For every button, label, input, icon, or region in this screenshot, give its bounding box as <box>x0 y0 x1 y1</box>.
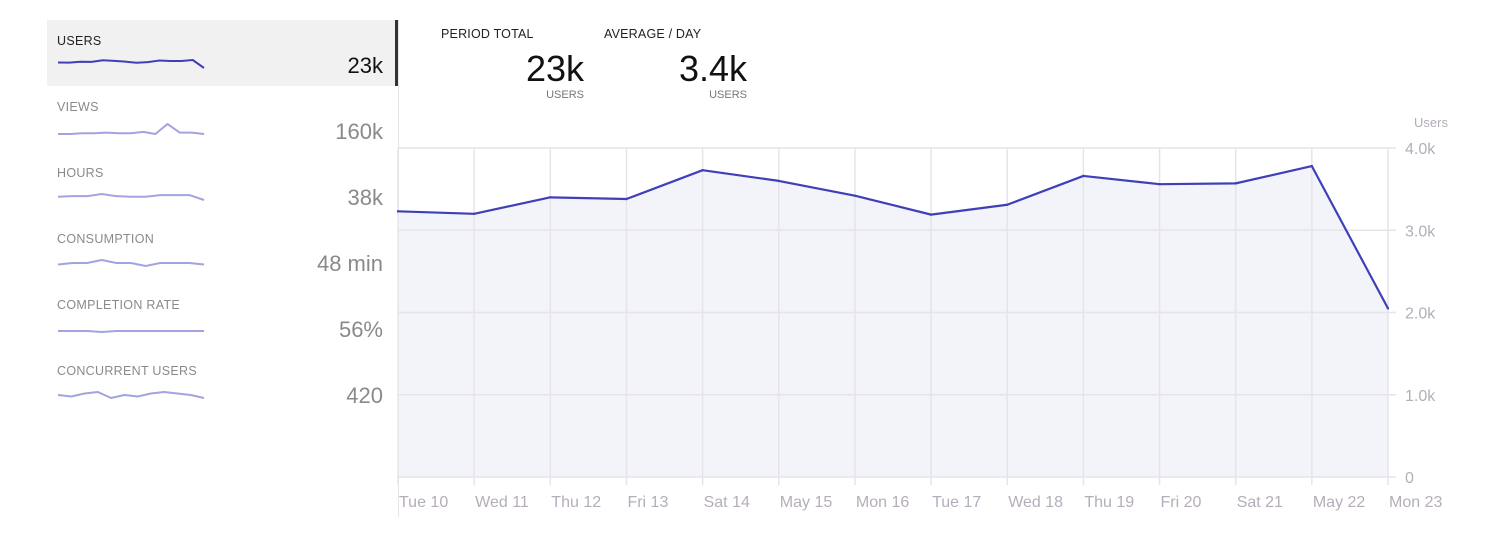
x-tick-label: Tue 17 <box>932 494 981 511</box>
sparkline-users <box>57 59 205 69</box>
x-tick-label: May 15 <box>780 494 833 511</box>
metric-value: 38k <box>347 185 383 210</box>
x-tick-label: Fri 20 <box>1161 494 1202 511</box>
x-tick-label: Wed 11 <box>475 494 529 511</box>
y-tick-label: 4.0k <box>1405 141 1436 158</box>
x-tick-label: Sat 21 <box>1237 494 1283 511</box>
data-point[interactable] <box>929 213 933 216</box>
period-total-unit: USERS <box>546 89 584 101</box>
data-point[interactable] <box>1158 182 1161 186</box>
metric-value: 23k <box>347 53 383 78</box>
data-point[interactable] <box>1310 164 1314 168</box>
y-tick-label: 3.0k <box>1405 223 1436 240</box>
metric-label: CONSUMPTION <box>57 232 155 246</box>
data-point[interactable] <box>1386 307 1390 310</box>
data-point[interactable] <box>472 212 476 215</box>
metric-label: HOURS <box>57 166 104 180</box>
y-axis-label: Users <box>1414 115 1448 130</box>
sparkline-line <box>58 330 204 333</box>
data-point[interactable] <box>701 169 704 172</box>
x-tick-label: Fri 13 <box>627 494 668 511</box>
data-point[interactable] <box>777 179 780 183</box>
sparkline-views <box>58 123 205 135</box>
sparkline-line <box>57 259 205 267</box>
metric-value: 160k <box>335 119 383 144</box>
x-tick-label: Mon 16 <box>856 494 909 511</box>
y-tick-label: 0 <box>1405 470 1414 487</box>
data-point[interactable] <box>549 196 552 199</box>
sparkline-line <box>57 391 205 399</box>
sparkline-hours <box>57 193 205 201</box>
sparkline-line <box>58 123 205 135</box>
average-day-unit: USERS <box>709 89 747 101</box>
metric-label: USERS <box>57 34 102 48</box>
metric-list: USERS 23k VIEWS 160k HOURS 38k CONSUMPTI… <box>47 20 398 416</box>
sparkline-consumption <box>57 259 205 267</box>
data-point[interactable] <box>853 194 857 197</box>
metric-views[interactable]: VIEWS 160k <box>47 86 398 152</box>
data-point[interactable] <box>1006 203 1009 206</box>
x-tick-label: Mon 23 <box>1389 494 1442 511</box>
data-point[interactable] <box>1234 182 1237 185</box>
x-tick-label: Wed 18 <box>1008 494 1063 511</box>
metric-consumption[interactable]: CONSUMPTION 48 min <box>47 218 398 284</box>
metric-label: CONCURRENT USERS <box>57 364 197 378</box>
data-point[interactable] <box>396 210 400 213</box>
sparkline-completion-rate <box>58 330 204 333</box>
metric-users[interactable]: USERS 23k <box>47 20 398 86</box>
average-day-heading: AVERAGE / DAY <box>604 27 702 41</box>
average-day-value: 3.4k <box>678 48 747 89</box>
x-tick-label: Tue 10 <box>399 494 448 511</box>
data-point[interactable] <box>1082 174 1085 178</box>
period-total-heading: PERIOD TOTAL <box>441 27 534 41</box>
metric-value: 56% <box>338 317 383 342</box>
y-tick-label: 2.0k <box>1405 306 1436 323</box>
metric-value: 48 min <box>316 251 383 276</box>
area-fill <box>398 166 1388 477</box>
x-tick-label: Sat 14 <box>704 494 750 511</box>
metric-label: COMPLETION RATE <box>57 298 181 312</box>
data-point[interactable] <box>625 197 628 201</box>
metric-completion-rate[interactable]: COMPLETION RATE 56% <box>47 284 398 350</box>
period-total-value: 23k <box>525 48 584 89</box>
metric-label: VIEWS <box>57 100 99 114</box>
sparkline-line <box>57 193 205 201</box>
period-total: PERIOD TOTAL 23k USERS <box>441 27 584 101</box>
metric-hours[interactable]: HOURS 38k <box>47 152 398 218</box>
x-tick-label: Thu 12 <box>551 494 601 511</box>
metric-concurrent-users[interactable]: CONCURRENT USERS 420 <box>47 350 398 416</box>
x-tick-label: May 22 <box>1313 494 1366 511</box>
x-tick-label: Thu 19 <box>1084 494 1134 511</box>
y-tick-label: 1.0k <box>1405 388 1436 405</box>
metric-value: 420 <box>346 383 383 408</box>
average-per-day: AVERAGE / DAY 3.4k USERS <box>604 27 747 101</box>
series-line <box>397 164 1389 309</box>
sparkline-line <box>57 59 205 69</box>
sparkline-concurrent-users <box>57 391 205 399</box>
